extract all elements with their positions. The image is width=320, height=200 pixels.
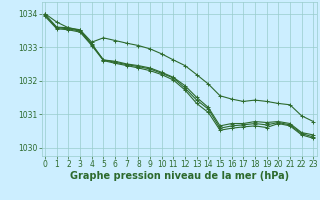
X-axis label: Graphe pression niveau de la mer (hPa): Graphe pression niveau de la mer (hPa) <box>70 171 289 181</box>
